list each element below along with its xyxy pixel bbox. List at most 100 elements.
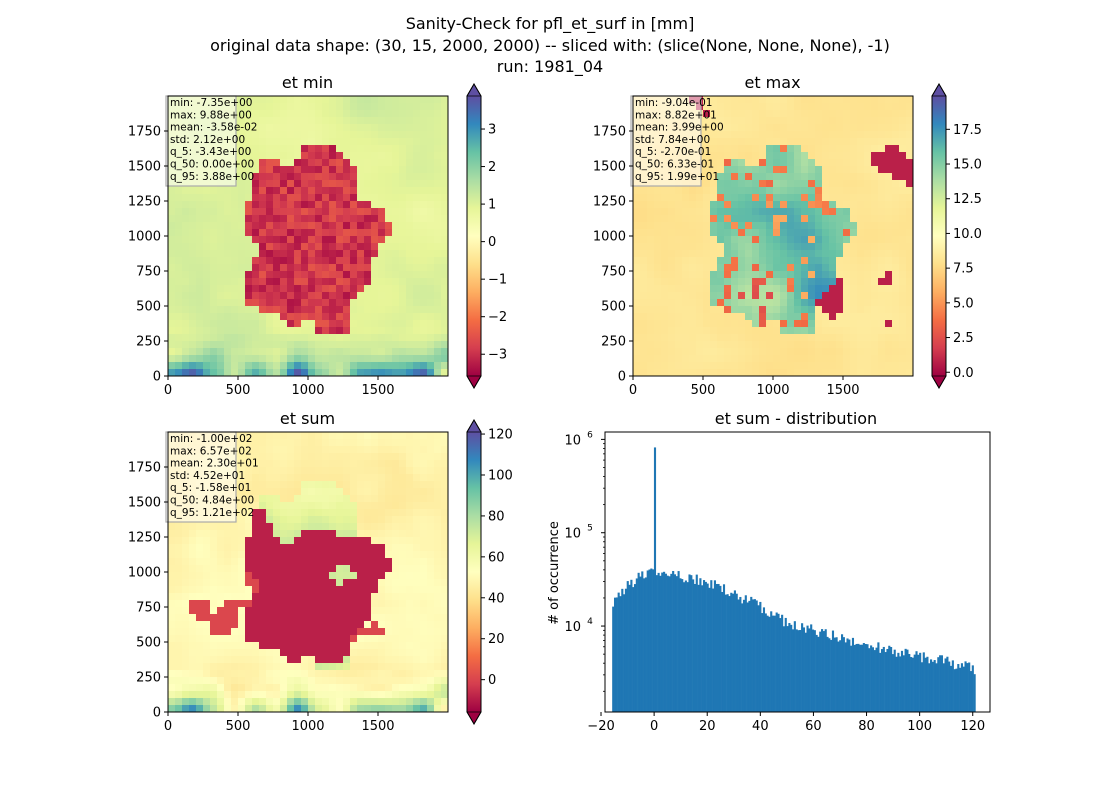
heatmap-cell: [238, 222, 246, 230]
heatmap-cell: [238, 516, 246, 524]
heatmap-cell: [815, 96, 823, 104]
heatmap-cell: [399, 572, 407, 580]
heatmap-cell: [385, 670, 393, 678]
heatmap-cell: [168, 670, 176, 678]
heatmap-cell: [717, 334, 725, 342]
heatmap-cell: [238, 544, 246, 552]
heatmap-cell: [724, 201, 732, 209]
heatmap-cell: [189, 362, 197, 370]
heatmap-cell: [420, 628, 428, 636]
heatmap-cell: [210, 299, 218, 307]
heatmap-cell: [245, 355, 253, 363]
heatmap-cell: [829, 327, 837, 335]
heatmap-cell: [661, 348, 669, 356]
heatmap-cell: [371, 355, 379, 363]
heatmap-cell: [906, 285, 914, 293]
heatmap-cell: [864, 320, 872, 328]
heatmap-cell: [224, 649, 232, 657]
heatmap-cell: [350, 173, 358, 181]
heatmap-cell: [266, 516, 274, 524]
heatmap-cell: [871, 208, 879, 216]
heatmap-cell: [245, 159, 253, 167]
heatmap-cell: [668, 355, 676, 363]
heatmap-cell: [343, 229, 351, 237]
heatmap-cell: [717, 264, 725, 272]
heatmap-cell: [836, 257, 844, 265]
heatmap-cell: [175, 670, 183, 678]
heatmap-cell: [871, 110, 879, 118]
heatmap-cell: [724, 222, 732, 230]
heatmap-cell: [259, 362, 267, 370]
heatmap-cell: [378, 313, 386, 321]
heatmap-cell: [189, 565, 197, 573]
heatmap-cell: [864, 236, 872, 244]
heatmap-cell: [224, 530, 232, 538]
heatmap-cell: [350, 523, 358, 531]
heatmap-cell: [675, 201, 683, 209]
heatmap-cell: [675, 292, 683, 300]
heatmap-cell: [794, 257, 802, 265]
heatmap-cell: [175, 614, 183, 622]
heatmap-cell: [280, 642, 288, 650]
heatmap-cell: [182, 698, 190, 706]
heatmap-cell: [266, 187, 274, 195]
heatmap-cell: [322, 306, 330, 314]
heatmap-cell: [266, 530, 274, 538]
heatmap-cell: [245, 131, 253, 139]
heatmap-cell: [836, 271, 844, 279]
heatmap-cell: [280, 355, 288, 363]
heatmap-cell: [308, 663, 316, 671]
heatmap-cell: [385, 656, 393, 664]
heatmap-cell: [801, 369, 809, 377]
heatmap-cell: [336, 152, 344, 160]
heatmap-cell: [175, 278, 183, 286]
heatmap-cell: [899, 131, 907, 139]
heatmap-cell: [378, 152, 386, 160]
heatmap-cell: [815, 362, 823, 370]
heatmap-cell: [273, 215, 281, 223]
heatmap-cell: [343, 705, 351, 713]
heatmap-et-min: [168, 96, 449, 377]
heatmap-cell: [252, 439, 260, 447]
heatmap-cell: [906, 110, 914, 118]
heatmap-cell: [273, 453, 281, 461]
heatmap-cell: [301, 208, 309, 216]
heatmap-cell: [794, 131, 802, 139]
heatmap-cell: [357, 544, 365, 552]
heatmap-cell: [168, 334, 176, 342]
heatmap-cell: [168, 551, 176, 559]
heatmap-cell: [399, 530, 407, 538]
heatmap-cell: [364, 502, 372, 510]
heatmap-cell: [822, 313, 830, 321]
heatmap-cell: [668, 320, 676, 328]
heatmap-cell: [315, 635, 323, 643]
heatmap-cell: [682, 292, 690, 300]
heatmap-cell: [287, 152, 295, 160]
heatmap-cell: [682, 236, 690, 244]
heatmap-cell: [633, 215, 641, 223]
heatmap-cell: [766, 229, 774, 237]
heatmap-cell: [420, 264, 428, 272]
heatmap-cell: [371, 145, 379, 153]
heatmap-cell: [371, 698, 379, 706]
heatmap-cell: [273, 600, 281, 608]
heatmap-cell: [717, 145, 725, 153]
heatmap-cell: [280, 299, 288, 307]
heatmap-cell: [420, 271, 428, 279]
heatmap-cell: [441, 663, 449, 671]
heatmap-cell: [724, 257, 732, 265]
heatmap-cell: [899, 173, 907, 181]
heatmap-cell: [315, 453, 323, 461]
heatmap-cell: [259, 579, 267, 587]
heatmap-cell: [392, 593, 400, 601]
heatmap-cell: [675, 313, 683, 321]
heatmap-cell: [245, 110, 253, 118]
heatmap-cell: [308, 145, 316, 153]
heatmap-cell: [364, 432, 372, 440]
heatmap-cell: [850, 117, 858, 125]
heatmap-cell: [175, 299, 183, 307]
heatmap-cell: [392, 621, 400, 629]
heatmap-cell: [654, 362, 662, 370]
heatmap-cell: [857, 145, 865, 153]
heatmap-cell: [392, 334, 400, 342]
